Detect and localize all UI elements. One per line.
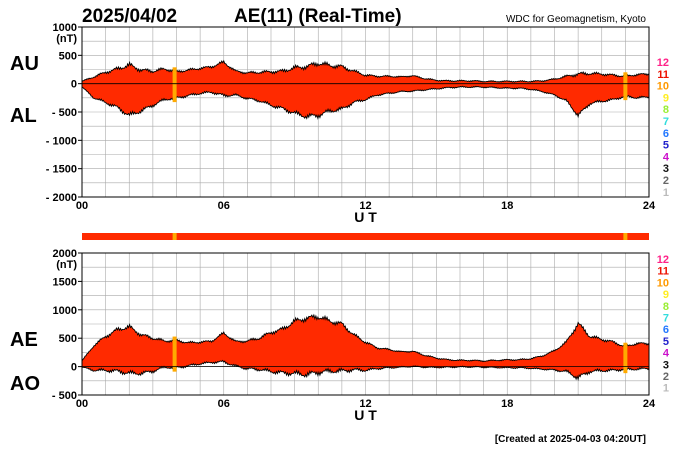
ae-ao-panel: 2000 1500 1000 500 0 - 500 (nT) 00 06 12 18 24 U T AE… — [10, 248, 656, 423]
legend-count-1: 1 — [663, 187, 669, 199]
x-axis-label: U T — [354, 209, 377, 225]
x-tick-label: 18 — [501, 200, 513, 212]
legend-count-11: 11 — [657, 69, 669, 81]
data-gap-marker — [623, 342, 628, 374]
y-tick-label: 0 — [71, 362, 77, 374]
legend-count-7: 7 — [663, 116, 669, 128]
y-tick-label: 500 — [59, 333, 77, 345]
legend-count-6: 6 — [663, 128, 669, 140]
y-tick-label: 1000 — [53, 305, 77, 317]
x-tick-label: 18 — [501, 398, 513, 410]
date-label: 2025/04/02 — [82, 6, 177, 27]
legend-count-5: 5 — [663, 140, 669, 152]
legend-count-4: 4 — [663, 151, 670, 163]
y-tick-label: 0 — [71, 79, 77, 91]
x-tick-label: 24 — [643, 398, 656, 410]
figure-title: AE(11) (Real-Time) — [234, 6, 402, 27]
legend-count-3: 3 — [663, 163, 669, 175]
legend-count-6: 6 — [663, 324, 669, 336]
legend-count-9: 9 — [663, 92, 669, 104]
status-bar-fill — [82, 233, 649, 240]
series-label-ae: AE — [10, 329, 38, 351]
unit-label: (nT) — [56, 33, 77, 45]
series-label-au: AU — [10, 53, 39, 75]
x-tick-label: 12 — [359, 398, 371, 410]
legend-count-10: 10 — [657, 277, 669, 289]
y-tick-label: 500 — [59, 50, 77, 62]
legend-count-3: 3 — [663, 359, 669, 371]
legend-count-1: 1 — [663, 383, 669, 395]
status-bar — [82, 233, 649, 240]
au-al-panel: 1000 500 0 - 500 - 1000 - 1500 - 2000 (nT) 00 06 1… — [10, 22, 656, 225]
legend-count-5: 5 — [663, 336, 669, 348]
data-gap-marker — [623, 72, 628, 101]
source-label: WDC for Geomagnetism, Kyoto — [506, 14, 646, 25]
legend-count-8: 8 — [663, 301, 669, 313]
x-tick-label: 00 — [76, 200, 88, 212]
legend-count-8: 8 — [663, 104, 669, 116]
x-tick-label: 06 — [218, 200, 230, 212]
plot-frame — [81, 252, 650, 396]
created-label: [Created at 2025-04-03 04:20UT] — [495, 434, 646, 445]
data-gap-marker — [172, 67, 177, 103]
series-label-al: AL — [10, 105, 37, 127]
series-area-ae-ao — [82, 315, 649, 380]
x-tick-label: 06 — [218, 398, 230, 410]
legend-count-9: 9 — [663, 289, 669, 301]
y-tick-label: 2000 — [53, 248, 77, 260]
legend-count-4: 4 — [663, 348, 670, 360]
series-label-ao: AO — [10, 373, 40, 395]
y-tick-label: 1000 — [53, 22, 77, 34]
y-tick-label: - 500 — [52, 390, 77, 402]
unit-label: (nT) — [56, 259, 77, 271]
series-area-au-al — [82, 60, 649, 119]
y-tick-label: - 2000 — [46, 192, 77, 204]
x-tick-label: 00 — [76, 398, 88, 410]
y-tick-label: - 1000 — [46, 135, 77, 147]
legend-count-10: 10 — [657, 81, 669, 93]
legend-count-2: 2 — [663, 371, 669, 383]
status-gap-marker — [623, 233, 628, 240]
legend-count-11: 11 — [657, 266, 669, 278]
legend-count-12: 12 — [657, 57, 669, 69]
x-axis-label: U T — [354, 407, 377, 423]
y-tick-label: - 500 — [52, 107, 77, 119]
legend-count-12: 12 — [657, 254, 669, 266]
status-gap-marker — [172, 233, 177, 240]
x-tick-label: 24 — [643, 200, 656, 212]
legend-count-2: 2 — [663, 175, 669, 187]
y-tick-label: 1500 — [53, 276, 77, 288]
legend-count-7: 7 — [663, 313, 669, 325]
x-tick-label: 12 — [359, 200, 371, 212]
y-tick-label: - 1500 — [46, 164, 77, 176]
data-gap-marker — [172, 336, 177, 372]
